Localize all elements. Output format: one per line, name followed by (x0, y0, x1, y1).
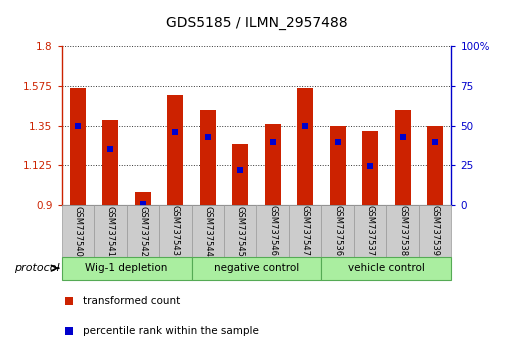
Text: GSM737540: GSM737540 (73, 206, 82, 256)
Bar (167, 95, 183, 205)
Bar (62, 257, 191, 280)
Text: GSM737539: GSM737539 (431, 205, 440, 257)
Bar (362, 131, 378, 205)
Bar (386, 205, 419, 257)
Bar (322, 257, 451, 280)
Text: GSM737538: GSM737538 (398, 205, 407, 257)
Text: GSM737543: GSM737543 (171, 205, 180, 257)
Text: GSM737537: GSM737537 (366, 205, 374, 257)
Bar (191, 205, 224, 257)
Bar (354, 205, 386, 257)
Text: protocol: protocol (14, 263, 60, 273)
Bar (134, 192, 151, 205)
Bar (127, 205, 159, 257)
Bar (70, 87, 86, 205)
Text: transformed count: transformed count (83, 296, 180, 306)
Bar (322, 205, 354, 257)
Bar (224, 205, 256, 257)
Bar (62, 205, 94, 257)
Bar (256, 205, 289, 257)
Bar (200, 110, 216, 205)
Text: GSM737541: GSM737541 (106, 206, 115, 256)
Text: GSM737545: GSM737545 (236, 206, 245, 256)
Bar (102, 120, 119, 205)
Text: percentile rank within the sample: percentile rank within the sample (83, 326, 259, 336)
Text: GSM737536: GSM737536 (333, 205, 342, 257)
Bar (427, 126, 443, 205)
Text: Wig-1 depletion: Wig-1 depletion (85, 263, 168, 273)
Bar (265, 124, 281, 205)
Bar (297, 87, 313, 205)
Text: vehicle control: vehicle control (348, 263, 425, 273)
Text: GSM737542: GSM737542 (139, 206, 147, 256)
Text: GSM737546: GSM737546 (268, 205, 277, 257)
Text: GSM737544: GSM737544 (203, 206, 212, 256)
Bar (394, 110, 411, 205)
Bar (191, 257, 322, 280)
Text: GDS5185 / ILMN_2957488: GDS5185 / ILMN_2957488 (166, 16, 347, 30)
Bar (159, 205, 191, 257)
Bar (329, 126, 346, 205)
Text: GSM737547: GSM737547 (301, 205, 310, 257)
Bar (289, 205, 322, 257)
Bar (419, 205, 451, 257)
Text: negative control: negative control (214, 263, 299, 273)
Bar (94, 205, 127, 257)
Bar (232, 144, 248, 205)
